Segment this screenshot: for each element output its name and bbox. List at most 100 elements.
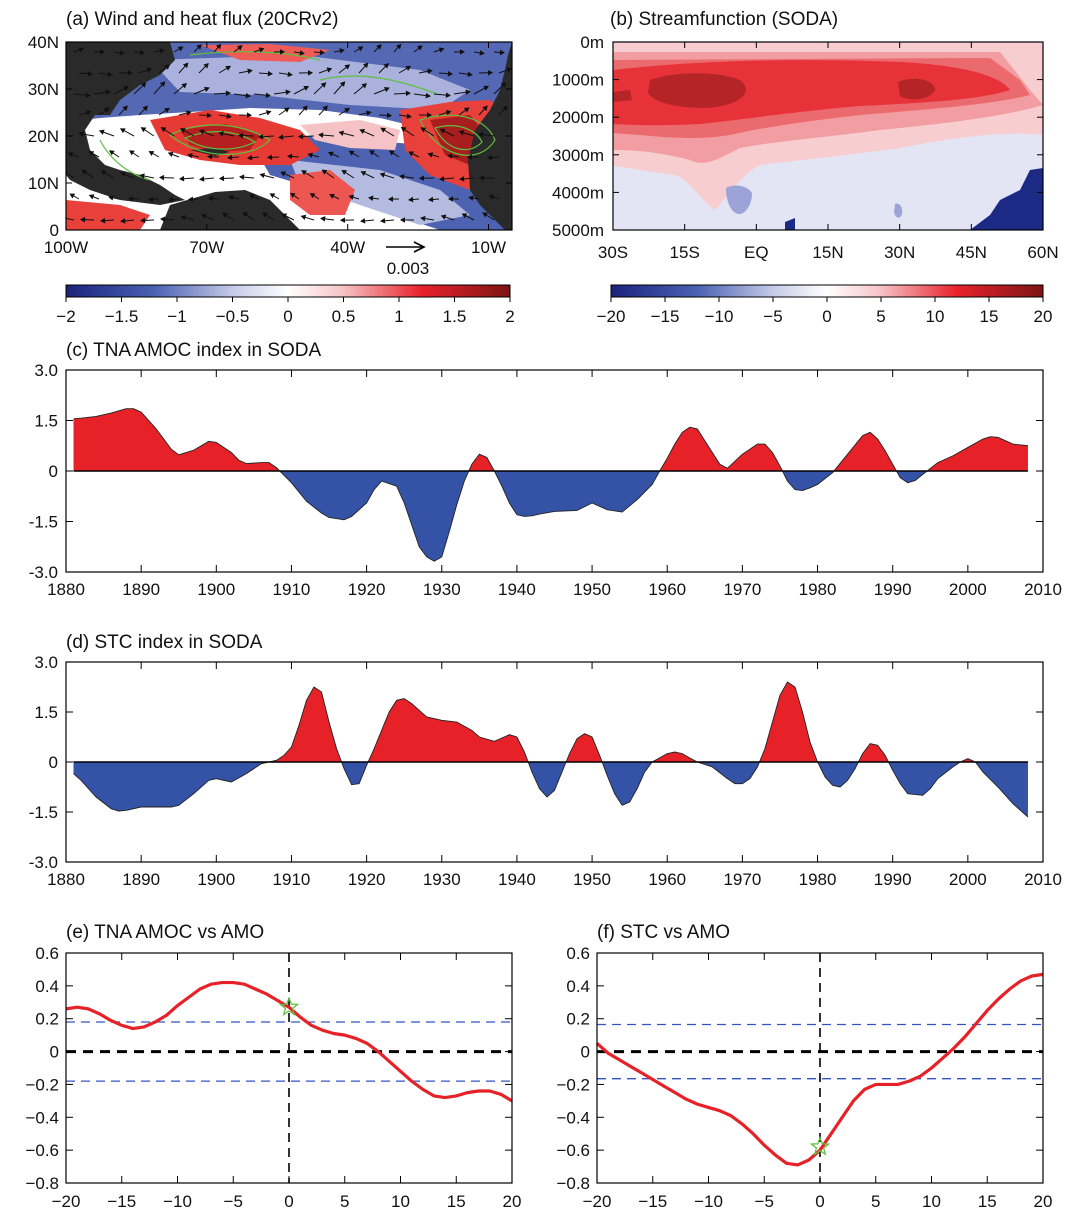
panel-b-title: (b) Streamfunction (SODA) bbox=[610, 9, 838, 30]
wind-vector-head bbox=[99, 49, 106, 55]
wind-vector-head bbox=[218, 175, 225, 182]
wind-vector-head bbox=[226, 113, 232, 119]
wind-vector-head bbox=[180, 215, 186, 221]
x-tick-label: 1930 bbox=[423, 580, 461, 599]
x-tick-label: 40W bbox=[330, 238, 365, 257]
x-tick-label: 2010 bbox=[1024, 870, 1062, 889]
wind-vector-head bbox=[164, 64, 171, 70]
panel-a-axes: 100W 70W 40W 10W 40N 30N 20N 10N 0 bbox=[28, 33, 512, 257]
panel-b-colorbar: −20 −15 −10 −5 0 5 10 15 20 bbox=[597, 284, 1052, 326]
wind-vector-head bbox=[303, 85, 310, 91]
wind-vector-head bbox=[139, 173, 145, 179]
negative-area bbox=[697, 762, 760, 784]
x-tick-label: 10W bbox=[471, 238, 506, 257]
wind-vector-head bbox=[88, 194, 95, 200]
y-tick-label: −0.2 bbox=[556, 1075, 590, 1094]
wind-vector-head bbox=[285, 89, 291, 96]
wind-vector-head bbox=[339, 217, 346, 223]
x-tick-label: 1970 bbox=[723, 580, 761, 599]
wind-vector-head bbox=[379, 172, 386, 178]
panel-a: (a) Wind and heat flux (20CRv2) bbox=[28, 9, 515, 326]
wind-vector-head bbox=[289, 192, 296, 198]
wind-vector-head bbox=[348, 150, 355, 156]
y-tick-label: 0.4 bbox=[566, 977, 590, 996]
wind-vector-head bbox=[119, 128, 126, 134]
colorbar-tick-label: −1 bbox=[167, 307, 186, 326]
wind-vector-head bbox=[321, 169, 328, 175]
x-tick-label: 1980 bbox=[799, 580, 837, 599]
wind-vector-head bbox=[218, 131, 224, 137]
wind-vector-head bbox=[127, 70, 134, 76]
wind-vector bbox=[66, 172, 75, 179]
negative-area bbox=[888, 762, 961, 796]
panel-c-plot: 1880 1890 1900 1910 1920 1930 1940 1950 1960 1970… bbox=[29, 361, 1062, 599]
streamfunction-negative-patch-2 bbox=[894, 203, 903, 218]
wind-vector-head bbox=[320, 82, 327, 88]
positive-area bbox=[566, 733, 603, 762]
colorbar-tick-label: −2 bbox=[56, 307, 75, 326]
streamfunction-negative-deep bbox=[970, 168, 1043, 230]
wind-vector-head bbox=[406, 113, 412, 119]
x-tick-label: 70W bbox=[189, 238, 224, 257]
positive-flux-region-caribbean bbox=[290, 170, 355, 215]
wind-vector-head bbox=[181, 82, 188, 89]
panel-a-title: (a) Wind and heat flux (20CRv2) bbox=[66, 9, 338, 30]
wind-vector-head bbox=[380, 218, 386, 224]
wind-vector-head bbox=[399, 217, 406, 223]
y-tick-label: 3.0 bbox=[34, 653, 58, 672]
land-south-america bbox=[160, 190, 300, 230]
wind-vector-head bbox=[81, 169, 88, 175]
colorbar-tick-label: 0 bbox=[822, 307, 831, 326]
wind-vector-head bbox=[237, 132, 244, 139]
x-tick-label: 1880 bbox=[47, 870, 85, 889]
colorbar-scale bbox=[610, 284, 1044, 298]
panel-d-title: (d) STC index in SODA bbox=[66, 632, 263, 653]
wind-vector-head bbox=[100, 170, 107, 176]
x-tick-label: 15 bbox=[447, 1192, 466, 1211]
wind-vector-head bbox=[487, 154, 493, 161]
colorbar-tick-label: 2 bbox=[505, 307, 514, 326]
x-tick-label: 2010 bbox=[1024, 580, 1062, 599]
wind-vector-head bbox=[399, 174, 405, 180]
wind-vector-head bbox=[85, 92, 91, 98]
wind-vector-head bbox=[221, 212, 228, 218]
wind-vector-head bbox=[187, 196, 194, 203]
wind-vector-head bbox=[85, 110, 92, 116]
x-tick-label: 0 bbox=[284, 1192, 293, 1211]
x-tick-label: 45N bbox=[956, 243, 987, 262]
wind-vector-head bbox=[499, 49, 506, 56]
x-tick-label: −15 bbox=[638, 1192, 667, 1211]
wind-vector-head bbox=[119, 171, 126, 177]
positive-area bbox=[468, 454, 495, 471]
wind-vector-head bbox=[438, 47, 445, 53]
wind-vector-head bbox=[395, 43, 402, 50]
y-tick-label: 3000m bbox=[552, 146, 604, 165]
wind-vector-head bbox=[344, 107, 350, 113]
panel-e-title: (e) TNA AMOC vs AMO bbox=[66, 922, 264, 943]
wind-vector-head bbox=[376, 44, 382, 50]
wind-vector-head bbox=[159, 48, 165, 54]
wind-vector-head bbox=[425, 92, 431, 99]
x-tick-label: 30S bbox=[598, 243, 628, 262]
wind-vector-head bbox=[420, 127, 427, 133]
wind-vector-head bbox=[348, 194, 355, 200]
positive-area bbox=[833, 432, 897, 471]
panel-d: (d) STC index in SODA 1880 1890 1900 1910 19… bbox=[29, 632, 1062, 889]
wind-vector-head bbox=[307, 152, 313, 158]
x-tick-label: 1960 bbox=[648, 580, 686, 599]
wind-vector-head bbox=[207, 195, 214, 202]
wind-vector-head bbox=[440, 214, 447, 220]
x-tick-label: 1920 bbox=[348, 580, 386, 599]
negative-area bbox=[782, 471, 834, 491]
wind-vector-head bbox=[300, 214, 307, 221]
negative-area bbox=[279, 471, 469, 562]
negative-area bbox=[817, 762, 859, 787]
wind-vector-head bbox=[387, 196, 394, 202]
positive-area bbox=[73, 408, 280, 471]
wind-vector-head bbox=[204, 86, 210, 92]
wind-vector-head bbox=[369, 150, 375, 156]
wind-vector-head bbox=[299, 50, 305, 56]
wind-vector-head bbox=[307, 70, 314, 76]
wind-vector-head bbox=[338, 130, 345, 136]
